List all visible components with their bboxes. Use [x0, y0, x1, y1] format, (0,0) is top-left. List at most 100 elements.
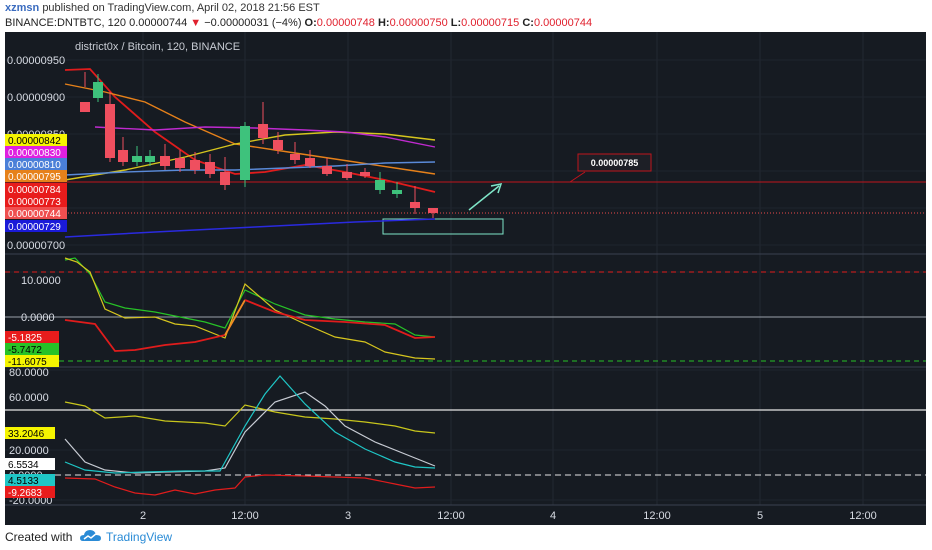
close-label: C:: [522, 17, 534, 29]
open-label: O:: [304, 17, 317, 29]
value-badge: [5, 146, 67, 158]
value-badge: [5, 170, 67, 182]
value-badge-label: 0.00000842: [8, 136, 61, 147]
ma-blue-line: [64, 218, 436, 238]
chart-canvas[interactable]: district0x / Bitcoin, 120, BINANCE 0.000…: [5, 32, 926, 525]
value-badge: [5, 474, 55, 486]
candlestick-series[interactable]: [80, 72, 438, 218]
price-axis-tick: 0.00000900: [7, 92, 65, 104]
value-badge: [5, 207, 67, 219]
candle-body[interactable]: [160, 156, 170, 166]
candle-body[interactable]: [240, 126, 250, 180]
high-label: H:: [377, 17, 390, 29]
dmi-red-line: [64, 319, 226, 352]
candle-body[interactable]: [428, 208, 438, 213]
price-annotation-box[interactable]: [577, 153, 652, 172]
candle-body[interactable]: [410, 202, 420, 208]
chart-legend-title: district0x / Bitcoin, 120, BINANCE: [75, 41, 240, 53]
time-axis-tick: 3: [345, 510, 351, 522]
tradingview-brand[interactable]: TradingView: [106, 530, 173, 544]
candle-body[interactable]: [360, 172, 370, 176]
candle-body[interactable]: [145, 156, 155, 162]
value-badge-label: 6.5534: [8, 460, 39, 471]
dmi-axis-tick: 10.0000: [21, 275, 61, 287]
time-axis-tick: 5: [757, 510, 763, 522]
ma-yellow-line: [64, 131, 436, 181]
chart-footer: Created with TradingView: [0, 525, 932, 550]
time-axis-tick: 12:00: [643, 510, 671, 522]
projection-arrow-icon: [468, 185, 500, 211]
price-annotation-text: 0.00000785: [591, 158, 639, 168]
value-badge-label: 0.00000744: [8, 209, 61, 220]
candle-body[interactable]: [220, 172, 230, 185]
value-badge-label: 0.00000784: [8, 185, 61, 196]
osc-cyan-line: [64, 375, 436, 474]
value-badge: [5, 195, 67, 207]
candle-body[interactable]: [322, 166, 332, 174]
triangle-down-icon: ▼: [190, 17, 202, 29]
candle-body[interactable]: [80, 102, 90, 112]
value-badge: [5, 355, 59, 367]
osc-axis-tick: 60.0000: [9, 392, 49, 404]
value-badges: 0.000008420.000008300.000008100.00000795…: [5, 134, 67, 499]
price-axis-tick: 0.00000950: [7, 55, 65, 67]
target-zone-box[interactable]: [382, 218, 504, 235]
candle-body[interactable]: [93, 82, 103, 98]
chart-header: xzmsn published on TradingView.com, Apri…: [0, 0, 932, 32]
value-badge: [5, 134, 67, 146]
candle-body[interactable]: [190, 160, 200, 170]
ma-magenta-line: [94, 126, 436, 148]
value-badge-label: 0.00000795: [8, 172, 61, 183]
dmi-green-line: [64, 257, 436, 338]
last-price: 0.00000744: [129, 17, 188, 29]
osc-axis-tick: 80.0000: [9, 367, 49, 379]
dmi-orange-segment: [224, 299, 246, 336]
value-badge: [5, 343, 59, 355]
candle-body[interactable]: [175, 158, 185, 168]
time-axis-tick: 12:00: [231, 510, 259, 522]
candle-body[interactable]: [273, 140, 283, 150]
value-badge-label: -5.1825: [8, 333, 42, 344]
price-axis-tick: 0.00000700: [7, 240, 65, 252]
candle-body[interactable]: [258, 124, 268, 138]
value-badge-label: 0.00000810: [8, 160, 61, 171]
low-label: L:: [450, 17, 462, 29]
created-with-text: Created with: [5, 530, 73, 544]
time-axis-tick: 2: [140, 510, 146, 522]
value-badge: [5, 158, 67, 170]
candle-body[interactable]: [342, 172, 352, 178]
candle-body[interactable]: [118, 150, 128, 162]
time-axis-tick: 12:00: [849, 510, 877, 522]
grid-lines: [5, 32, 926, 505]
axis-labels: 0.000009500.000009000.000008500.00000700…: [7, 55, 877, 522]
candle-body[interactable]: [105, 104, 115, 158]
value-badge: [5, 458, 55, 470]
dmi-axis-tick: 0.0000: [21, 312, 55, 324]
symbol-label: BINANCE:DNTBTC, 120: [5, 17, 127, 29]
ohlc-line: BINANCE:DNTBTC, 120 0.00000744 ▼ −0.0000…: [5, 17, 592, 29]
value-badge: [5, 331, 59, 343]
ma-orange-line: [64, 83, 436, 175]
chart-area[interactable]: district0x / Bitcoin, 120, BINANCE 0.000…: [5, 32, 926, 525]
candle-body[interactable]: [392, 190, 402, 194]
candle-body[interactable]: [375, 180, 385, 190]
ma-steel-line: [64, 161, 436, 176]
value-badge-label: -11.6075: [8, 357, 47, 368]
candle-body[interactable]: [290, 154, 300, 160]
value-badge: [5, 220, 67, 232]
dmi-red-line-2: [244, 299, 436, 339]
value-badge-label: 4.5133: [8, 476, 39, 487]
candle-body[interactable]: [132, 156, 142, 162]
value-badge: [5, 427, 55, 439]
value-badge-label: 0.00000729: [8, 222, 61, 233]
osc-red-line: [64, 474, 436, 496]
value-badge-label: -9.2683: [8, 488, 42, 499]
published-text: published on TradingView.com, April 02, …: [42, 2, 320, 14]
time-axis-tick: 12:00: [437, 510, 465, 522]
candle-body[interactable]: [305, 158, 315, 166]
publish-info: xzmsn published on TradingView.com, Apri…: [5, 2, 320, 14]
annotation-callout-line: [569, 171, 586, 183]
author-link[interactable]: xzmsn: [5, 2, 40, 14]
tradingview-cloud-icon[interactable]: [80, 528, 102, 544]
candle-body[interactable]: [205, 162, 215, 174]
